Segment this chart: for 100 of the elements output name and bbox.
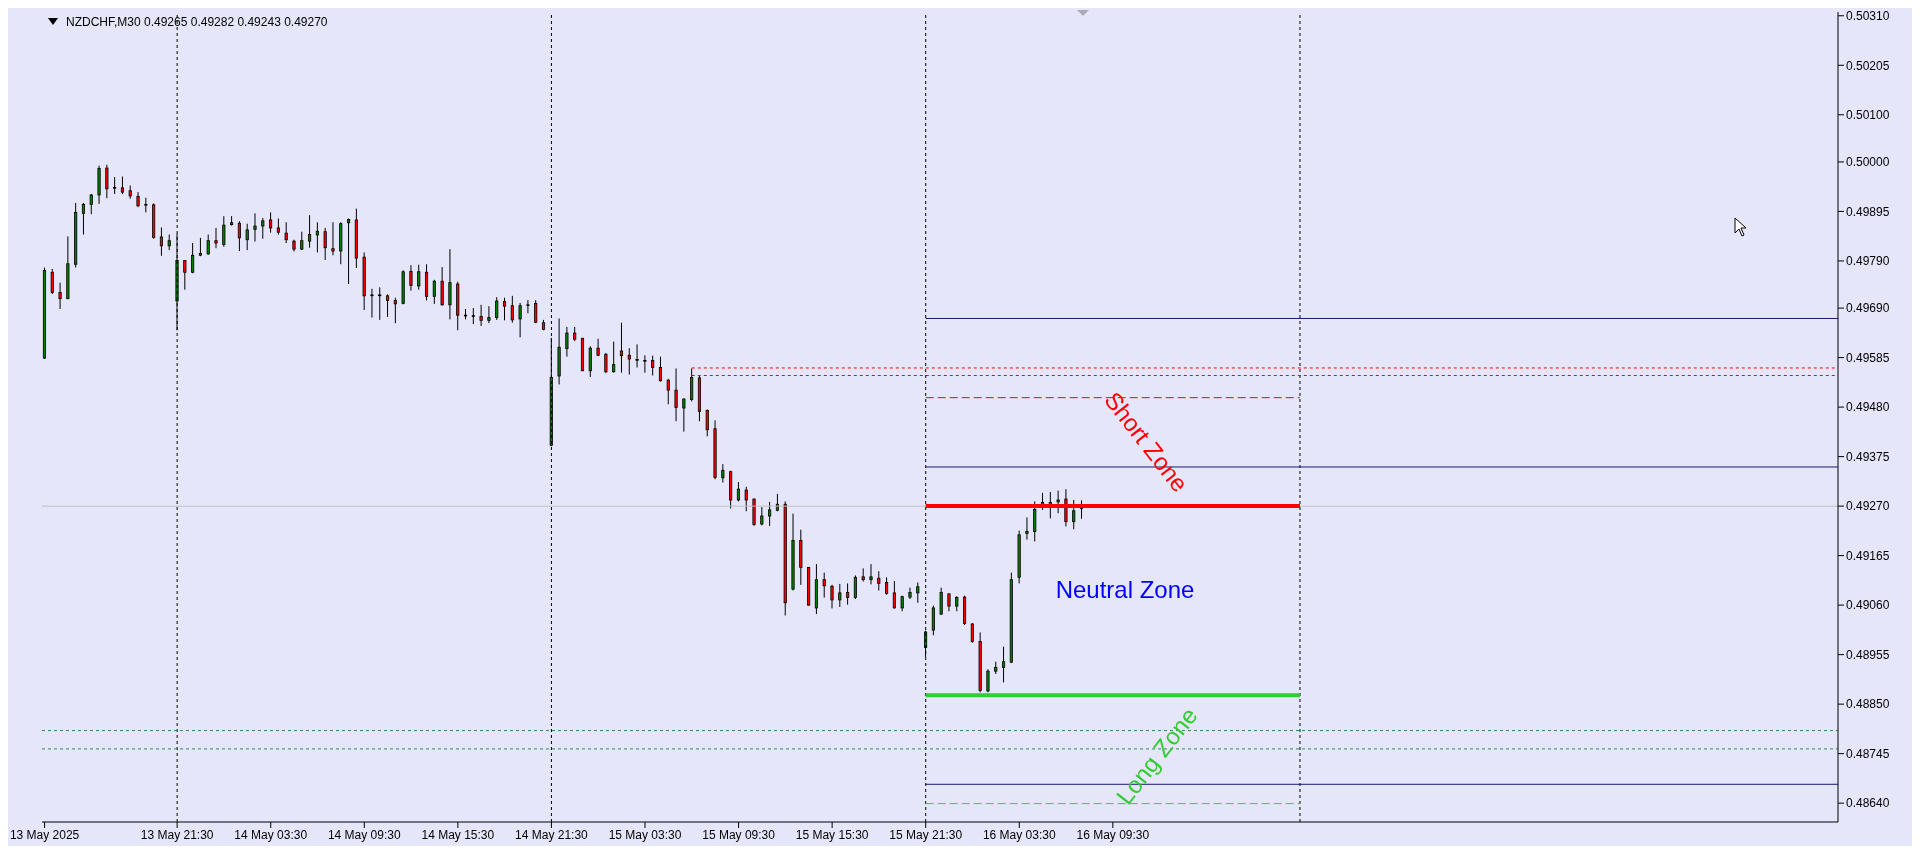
candlestick xyxy=(495,296,499,321)
y-tick-label: 0.50100 xyxy=(1846,108,1890,123)
candlestick xyxy=(744,486,748,512)
candlestick xyxy=(237,220,241,252)
y-tick-label: 0.50205 xyxy=(1846,58,1890,73)
annotation: Neutral Zone xyxy=(1055,576,1195,604)
x-tick-label: 14 May 03:30 xyxy=(234,827,308,842)
candlestick xyxy=(768,501,772,527)
y-tick-label: 0.48850 xyxy=(1846,697,1890,712)
candlestick xyxy=(822,572,826,599)
candlestick xyxy=(970,622,974,644)
candlestick xyxy=(619,322,624,374)
y-tick-label: 0.49480 xyxy=(1846,400,1890,415)
candlestick xyxy=(479,304,483,327)
x-tick-label: 15 May 15:30 xyxy=(795,827,869,842)
x-tick-label: 15 May 03:30 xyxy=(608,827,682,842)
candlestick xyxy=(347,218,351,285)
candlestick xyxy=(81,202,86,236)
x-tick-label: 13 May 2025 xyxy=(9,827,80,842)
candlestick xyxy=(222,215,226,248)
y-tick-label: 0.48745 xyxy=(1846,746,1890,761)
y-tick-label: 0.48640 xyxy=(1846,796,1890,811)
candlestick xyxy=(931,605,935,636)
candlestick xyxy=(502,297,507,321)
candlestick xyxy=(440,266,444,307)
candlestick xyxy=(892,580,896,609)
y-tick-label: 0.50000 xyxy=(1846,155,1890,170)
y-tick-label: 0.49690 xyxy=(1846,301,1890,316)
y-tick-label: 0.49790 xyxy=(1846,254,1890,269)
y-tick-label: 0.49270 xyxy=(1846,499,1890,514)
candlestick xyxy=(253,212,257,243)
y-tick-label: 0.49375 xyxy=(1846,449,1890,464)
candlestick xyxy=(651,355,655,377)
y-tick-label: 0.49895 xyxy=(1846,204,1890,219)
candlestick xyxy=(604,352,608,374)
candlestick xyxy=(261,217,265,240)
x-tick-label: 14 May 09:30 xyxy=(327,827,401,842)
x-tick-label: 16 May 03:30 xyxy=(982,827,1056,842)
y-tick-label: 0.49585 xyxy=(1846,350,1890,365)
y-tick-label: 0.50310 xyxy=(1846,9,1890,24)
candlestick xyxy=(690,367,694,402)
x-tick-label: 13 May 21:30 xyxy=(140,827,214,842)
candlestick xyxy=(518,302,522,338)
candlestick xyxy=(635,343,639,368)
candlestick xyxy=(1025,516,1029,541)
candlestick xyxy=(308,214,312,249)
candlestick xyxy=(1001,646,1006,683)
candlestick xyxy=(487,305,491,324)
candlestick xyxy=(916,581,920,604)
candlestick xyxy=(417,264,421,291)
candlestick xyxy=(448,248,452,320)
candlestick xyxy=(612,341,616,374)
candlestick xyxy=(846,582,850,606)
candlestick xyxy=(838,583,842,608)
candlestick xyxy=(705,408,709,437)
candlestick xyxy=(206,234,210,256)
candlestick xyxy=(1072,499,1076,530)
candlestick xyxy=(191,242,195,274)
candlestick xyxy=(159,226,163,257)
candlestick xyxy=(214,227,218,249)
candlestick xyxy=(315,221,319,253)
candlestick xyxy=(1056,490,1060,514)
candlestick xyxy=(666,378,670,405)
candlestick xyxy=(674,367,678,422)
x-tick-label: 15 May 21:30 xyxy=(889,827,963,842)
candlestick xyxy=(105,164,109,199)
candlestick xyxy=(588,345,592,378)
candlestick xyxy=(682,397,686,433)
candlestick xyxy=(393,297,397,324)
y-tick-label: 0.48955 xyxy=(1846,647,1890,662)
candlestick xyxy=(721,463,725,484)
candlestick xyxy=(378,286,382,321)
candlestick xyxy=(183,259,187,291)
candlestick xyxy=(409,264,413,292)
x-tick-label: 14 May 21:30 xyxy=(515,827,589,842)
candlestick xyxy=(658,356,663,383)
candlestick xyxy=(331,221,335,256)
candlestick xyxy=(269,211,273,234)
candlestick xyxy=(939,587,943,616)
candlestick xyxy=(908,587,912,600)
x-tick-label: 15 May 09:30 xyxy=(702,827,776,842)
candlestick xyxy=(50,268,54,295)
candlestick xyxy=(526,299,530,314)
candlestick xyxy=(323,227,327,261)
candlestick xyxy=(1033,500,1037,542)
candlestick xyxy=(565,326,569,358)
chart-title: NZDCHF,M30 0.49265 0.49282 0.49243 0.49270 xyxy=(66,15,328,29)
candlestick xyxy=(627,347,631,376)
y-tick-label: 0.49165 xyxy=(1846,548,1890,563)
candlestick xyxy=(370,288,374,319)
candlestick xyxy=(510,295,514,324)
candlestick xyxy=(596,338,600,357)
candlestick xyxy=(245,223,249,251)
y-tick-label: 0.49060 xyxy=(1846,598,1890,613)
candlestick xyxy=(830,584,834,609)
candlestick xyxy=(869,563,873,585)
candlestick xyxy=(432,279,436,305)
candlestick xyxy=(284,221,288,244)
candlestick xyxy=(877,570,881,591)
candlestick xyxy=(643,354,647,374)
